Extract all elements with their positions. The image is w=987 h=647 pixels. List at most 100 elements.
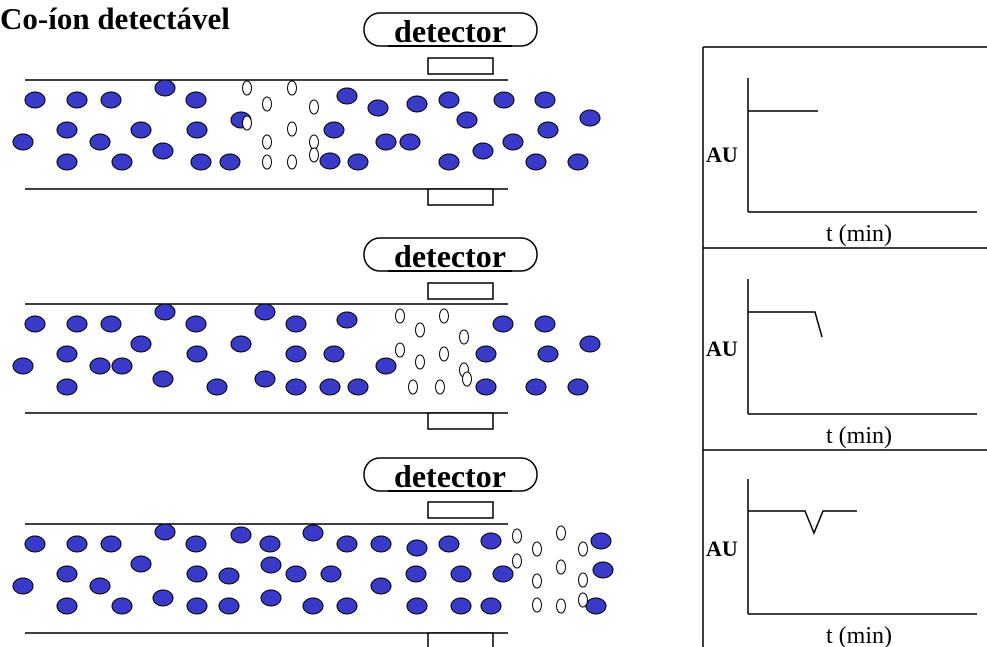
capillary-panel-1: detector bbox=[12, 12, 601, 206]
background-ion bbox=[66, 315, 88, 333]
signal-graphs: AU t (min) AU t (min) AU t (min) bbox=[702, 46, 987, 647]
analyte-ion bbox=[309, 147, 319, 163]
background-ion bbox=[579, 109, 601, 127]
background-ion bbox=[399, 133, 421, 151]
background-ion bbox=[475, 345, 497, 363]
analyte-ion bbox=[395, 342, 405, 358]
background-ion bbox=[186, 565, 208, 583]
background-ion bbox=[493, 91, 515, 109]
detector-window-bottom-1 bbox=[427, 188, 494, 206]
ions-panel-1 bbox=[12, 79, 601, 171]
analyte-ion bbox=[532, 573, 542, 589]
background-ion bbox=[592, 561, 614, 579]
analyte-ion bbox=[459, 329, 469, 345]
y-axis-label: AU bbox=[706, 142, 738, 167]
background-ion bbox=[206, 378, 228, 396]
background-ion bbox=[111, 357, 133, 375]
background-ion bbox=[320, 565, 342, 583]
background-ion bbox=[100, 91, 122, 109]
background-ion bbox=[66, 91, 88, 109]
background-ion bbox=[285, 378, 307, 396]
background-ion bbox=[130, 121, 152, 139]
background-ion bbox=[336, 597, 358, 615]
background-ion bbox=[100, 315, 122, 333]
background-ion bbox=[585, 597, 607, 615]
background-ion bbox=[302, 597, 324, 615]
background-ion bbox=[56, 153, 78, 171]
ions-panel-3 bbox=[12, 523, 614, 615]
y-axis-label: AU bbox=[706, 536, 738, 561]
analyte-ion bbox=[532, 541, 542, 557]
background-ion bbox=[154, 523, 176, 541]
background-ion bbox=[319, 152, 341, 170]
background-ion bbox=[254, 370, 276, 388]
background-ion bbox=[285, 315, 307, 333]
analyte-ion bbox=[415, 354, 425, 370]
background-ion bbox=[285, 565, 307, 583]
analyte-ion bbox=[435, 379, 445, 395]
analyte-ion bbox=[309, 99, 319, 115]
detector-window-top-3 bbox=[427, 501, 494, 519]
background-ion bbox=[336, 311, 358, 329]
background-ion bbox=[12, 357, 34, 375]
background-ion bbox=[185, 315, 207, 333]
background-ion bbox=[190, 153, 212, 171]
background-ion bbox=[302, 524, 324, 542]
analyte-ion bbox=[262, 134, 272, 150]
background-ion bbox=[152, 589, 174, 607]
background-ion bbox=[336, 87, 358, 105]
background-ion bbox=[579, 335, 601, 353]
analyte-ion bbox=[556, 598, 566, 614]
background-ion bbox=[154, 303, 176, 321]
x-axis-label: t (min) bbox=[826, 623, 892, 647]
x-axis-label: t (min) bbox=[826, 423, 892, 449]
analyte-ion bbox=[556, 525, 566, 541]
detector-label-2: detector bbox=[363, 237, 538, 274]
background-ion bbox=[259, 535, 281, 553]
analyte-ion bbox=[415, 322, 425, 338]
analyte-ion bbox=[578, 592, 588, 608]
background-ion bbox=[502, 133, 524, 151]
background-ion bbox=[89, 133, 111, 151]
background-ion bbox=[186, 597, 208, 615]
analyte-ion bbox=[512, 528, 522, 544]
ions-panel-2 bbox=[12, 303, 601, 396]
background-ion bbox=[375, 357, 397, 375]
analyte-ion bbox=[408, 379, 418, 395]
background-ion bbox=[438, 153, 460, 171]
svg-text:detector: detector bbox=[394, 458, 506, 494]
analyte-ion bbox=[242, 80, 252, 96]
analyte-ion bbox=[287, 80, 297, 96]
background-ion bbox=[319, 378, 341, 396]
background-ion bbox=[405, 565, 427, 583]
background-ion bbox=[152, 370, 174, 388]
background-ion bbox=[406, 539, 428, 557]
signal-trace bbox=[748, 510, 857, 535]
analyte-ion bbox=[262, 154, 272, 170]
detector-window-top-1 bbox=[427, 57, 494, 75]
background-ion bbox=[537, 121, 559, 139]
background-ion bbox=[111, 153, 133, 171]
background-ion bbox=[24, 535, 46, 553]
background-ion bbox=[347, 378, 369, 396]
background-ion bbox=[438, 535, 460, 553]
detector-window-top-2 bbox=[427, 282, 494, 300]
background-ion bbox=[230, 526, 252, 544]
detector-label-3: detector bbox=[363, 457, 538, 494]
x-axis-label: t (min) bbox=[826, 221, 892, 247]
background-ion bbox=[230, 335, 252, 353]
background-ion bbox=[336, 535, 358, 553]
background-ion bbox=[56, 565, 78, 583]
analyte-ion bbox=[395, 308, 405, 324]
background-ion bbox=[12, 133, 34, 151]
background-ion bbox=[56, 345, 78, 363]
background-ion bbox=[323, 345, 345, 363]
background-ion bbox=[152, 142, 174, 160]
background-ion bbox=[534, 91, 556, 109]
background-ion bbox=[218, 567, 240, 585]
y-axis-label: AU bbox=[706, 336, 738, 361]
page-title: Co-íon detectável bbox=[0, 1, 230, 36]
background-ion bbox=[24, 315, 46, 333]
analyte-ion bbox=[578, 572, 588, 588]
